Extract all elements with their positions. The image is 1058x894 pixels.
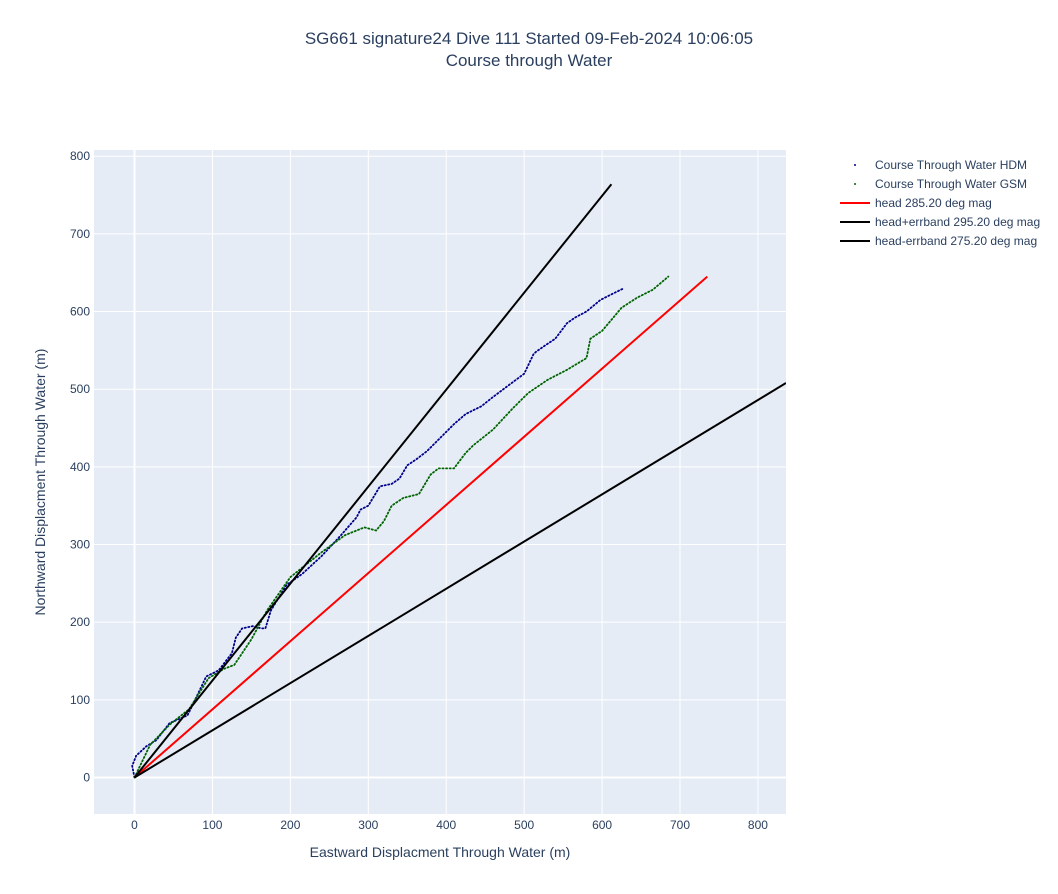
chart-title-block: SG661 signature24 Dive 111 Started 09-Fe…	[0, 28, 1058, 72]
legend-label-head-285-20-deg-mag[interactable]: head 285.20 deg mag	[875, 196, 992, 210]
plot-background	[94, 150, 786, 814]
x-tick-label: 300	[358, 818, 378, 832]
chart-title: SG661 signature24 Dive 111 Started 09-Fe…	[304, 29, 754, 48]
legend-marker-course-through-water-gsm	[854, 183, 856, 185]
x-tick-label: 400	[436, 818, 456, 832]
series-course-through-water-gsm	[133, 275, 670, 779]
x-axis-title: Eastward Displacment Through Water (m)	[310, 844, 571, 860]
x-tick-label: 700	[670, 818, 690, 832]
x-tick-label: 200	[280, 818, 300, 832]
x-tick-label: 100	[202, 818, 222, 832]
legend-label-head-errband-295-20-deg-mag[interactable]: head+errband 295.20 deg mag	[875, 215, 1040, 229]
y-tick-label: 300	[70, 538, 90, 552]
y-tick-label: 800	[70, 149, 90, 163]
y-tick-label: 400	[70, 460, 90, 474]
series-head-errband-295-20-deg-mag	[133, 183, 613, 779]
legend-label-head-errband-275-20-deg-mag[interactable]: head-errband 275.20 deg mag	[875, 234, 1037, 248]
y-axis-title: Northward Displacment Through Water (m)	[32, 349, 48, 616]
legend-label-course-through-water-gsm[interactable]: Course Through Water GSM	[875, 177, 1027, 191]
legend-label-course-through-water-hdm[interactable]: Course Through Water HDM	[875, 158, 1027, 172]
legend-marker-course-through-water-hdm	[854, 164, 856, 166]
x-tick-label: 800	[748, 818, 768, 832]
y-tick-label: 200	[70, 615, 90, 629]
grid-lines	[94, 150, 786, 814]
series-layer	[131, 183, 786, 779]
y-tick-label: 700	[70, 227, 90, 241]
x-tick-label: 0	[131, 818, 138, 832]
series-head-errband-275-20-deg-mag	[133, 382, 786, 779]
x-tick-label: 600	[592, 818, 612, 832]
x-tick-label: 500	[514, 818, 534, 832]
series-head-285-20-deg-mag	[133, 275, 708, 779]
legend[interactable]: Course Through Water HDM Course Through W…	[840, 158, 1040, 248]
y-tick-label: 600	[70, 305, 90, 319]
y-tick-label: 500	[70, 382, 90, 396]
y-tick-label: 0	[83, 770, 90, 784]
y-tick-label: 100	[70, 693, 90, 707]
tick-labels: 0 100 200 300 400 500 600 700 800 0 100 200 300 400 50…	[70, 149, 768, 832]
series-course-through-water-hdm	[131, 287, 625, 779]
chart-subtitle: Course through Water	[445, 51, 613, 70]
